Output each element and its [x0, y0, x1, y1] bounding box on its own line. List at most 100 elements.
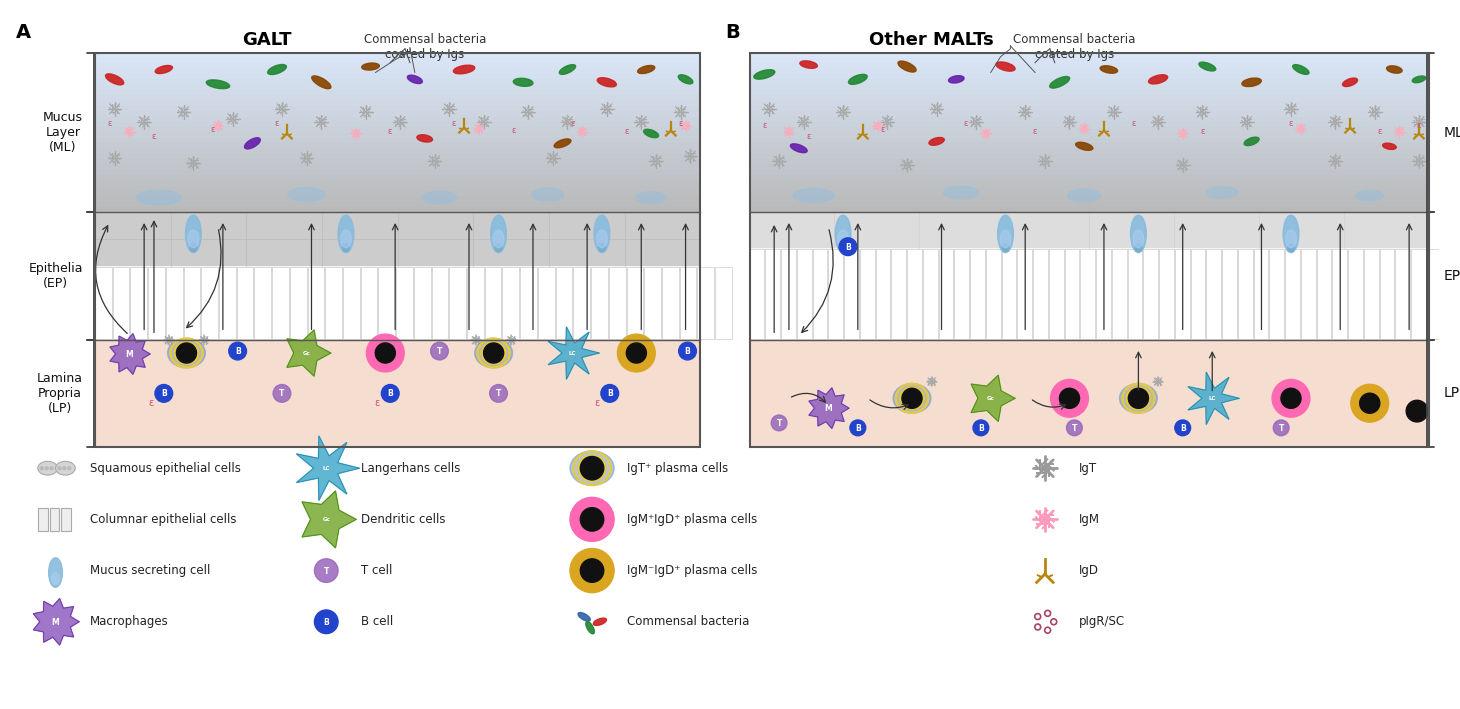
Text: LC: LC — [1209, 396, 1216, 401]
Bar — [1412, 249, 1426, 339]
Text: B: B — [1180, 424, 1186, 432]
Bar — [781, 249, 796, 339]
Text: M: M — [825, 404, 832, 413]
Text: ML: ML — [1444, 125, 1460, 140]
Circle shape — [45, 467, 48, 469]
Bar — [95, 52, 701, 59]
Text: T cell: T cell — [361, 564, 393, 577]
Ellipse shape — [418, 135, 432, 142]
Bar — [749, 95, 1429, 101]
Bar — [95, 95, 701, 101]
Ellipse shape — [1000, 230, 1010, 247]
Text: Squamous epithelial cells: Squamous epithelial cells — [91, 462, 241, 475]
Text: ε: ε — [1032, 127, 1037, 136]
Ellipse shape — [555, 139, 571, 147]
Bar — [749, 101, 1429, 107]
Bar — [95, 191, 701, 197]
Ellipse shape — [790, 144, 807, 152]
Text: Gc: Gc — [323, 518, 330, 523]
Bar — [1364, 249, 1378, 339]
Ellipse shape — [1199, 62, 1216, 71]
Bar — [715, 267, 731, 339]
Bar — [907, 249, 921, 339]
Circle shape — [50, 467, 53, 469]
Text: ε: ε — [108, 119, 112, 128]
Ellipse shape — [997, 216, 1013, 252]
Bar — [254, 267, 272, 339]
Text: ε: ε — [375, 398, 380, 408]
Bar — [749, 127, 1429, 133]
Bar — [1222, 249, 1237, 339]
Ellipse shape — [1076, 143, 1094, 150]
Text: B: B — [161, 389, 166, 398]
Circle shape — [580, 559, 604, 582]
Circle shape — [67, 467, 70, 469]
Circle shape — [381, 384, 399, 402]
Bar — [844, 249, 858, 339]
Circle shape — [1175, 420, 1190, 436]
Text: ε: ε — [149, 398, 153, 408]
Circle shape — [483, 343, 504, 363]
Bar — [626, 267, 644, 339]
Bar — [749, 122, 1429, 128]
Ellipse shape — [569, 451, 615, 486]
Text: Dendritic cells: Dendritic cells — [361, 513, 445, 526]
Ellipse shape — [597, 230, 607, 247]
Text: LC: LC — [568, 351, 577, 356]
Ellipse shape — [1288, 244, 1295, 252]
Circle shape — [1067, 420, 1082, 436]
Bar — [1034, 249, 1048, 339]
Bar — [201, 267, 218, 339]
Text: B: B — [607, 389, 613, 398]
Ellipse shape — [637, 191, 666, 203]
Text: T: T — [324, 566, 328, 576]
Text: Macrophages: Macrophages — [91, 615, 169, 628]
Ellipse shape — [474, 338, 512, 368]
Ellipse shape — [597, 78, 616, 87]
Bar — [95, 101, 701, 107]
Ellipse shape — [137, 190, 181, 205]
Ellipse shape — [185, 216, 201, 252]
Bar — [1002, 249, 1016, 339]
Bar — [749, 79, 1429, 86]
Text: IgM⁺IgD⁺ plasma cells: IgM⁺IgD⁺ plasma cells — [626, 564, 756, 577]
Text: Gc: Gc — [987, 396, 994, 401]
Circle shape — [1359, 393, 1380, 413]
Bar — [749, 248, 1429, 340]
Ellipse shape — [578, 613, 590, 621]
Bar — [749, 169, 1429, 176]
Text: M: M — [126, 350, 133, 359]
Ellipse shape — [407, 75, 422, 84]
Bar — [219, 267, 235, 339]
Text: T: T — [279, 389, 285, 398]
Ellipse shape — [362, 63, 380, 70]
Ellipse shape — [312, 76, 331, 89]
Ellipse shape — [594, 216, 610, 252]
Bar — [1190, 249, 1206, 339]
Ellipse shape — [288, 188, 326, 201]
Ellipse shape — [168, 338, 206, 368]
Bar — [95, 122, 701, 128]
Bar — [749, 63, 1429, 69]
Ellipse shape — [838, 230, 848, 247]
Text: LP: LP — [1444, 386, 1460, 401]
Polygon shape — [971, 375, 1015, 421]
Ellipse shape — [1133, 230, 1143, 247]
Text: GALT: GALT — [242, 31, 292, 49]
Text: IgT: IgT — [1079, 462, 1098, 475]
Ellipse shape — [1002, 244, 1009, 252]
Circle shape — [58, 467, 61, 469]
Bar — [749, 106, 1429, 112]
Bar — [95, 186, 701, 192]
Text: Lamina
Propria
(LP): Lamina Propria (LP) — [36, 372, 83, 415]
Text: Columnar epithelial cells: Columnar epithelial cells — [91, 513, 237, 526]
Text: ε: ε — [274, 119, 279, 128]
Bar — [467, 267, 483, 339]
Text: ε: ε — [152, 132, 156, 141]
Ellipse shape — [493, 230, 504, 247]
Bar — [891, 249, 907, 339]
Bar — [749, 207, 1429, 213]
Bar — [749, 159, 1429, 165]
Bar — [326, 267, 342, 339]
Text: LC: LC — [323, 467, 330, 471]
